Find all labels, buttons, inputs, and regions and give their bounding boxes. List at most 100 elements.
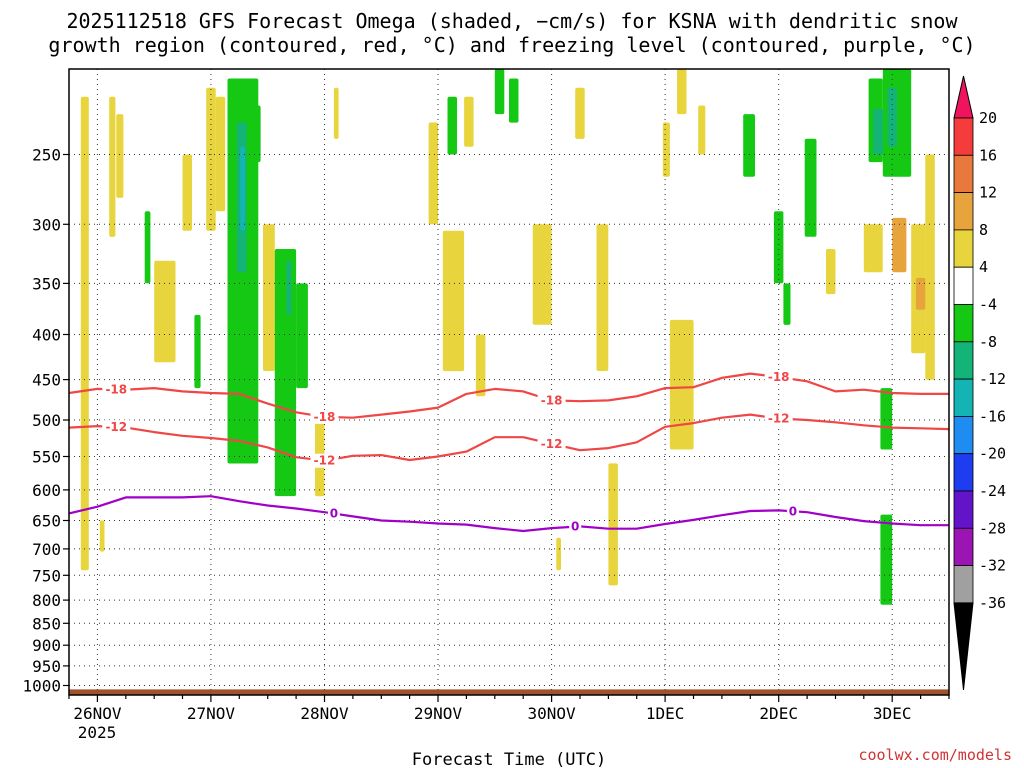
omega-region-6 xyxy=(182,154,192,231)
colorbar-bin-2 xyxy=(953,154,974,194)
omega-region-12 xyxy=(240,146,245,231)
omega-region-0 xyxy=(80,96,89,571)
omega-region-34 xyxy=(669,319,694,450)
contours: -18 -18 -18 -18 -12 -12 -12 -12 0 0 0 xyxy=(68,370,950,534)
omega-region-1 xyxy=(99,520,105,552)
contour-label--12-3: -12 xyxy=(768,412,790,426)
colorbar-label-8: -16 xyxy=(979,407,1006,425)
omega-region-41 xyxy=(826,249,836,295)
colorbar-label-13: -36 xyxy=(979,594,1006,612)
y-tick-label-700: 700 xyxy=(32,540,61,559)
contour-label-bg-0-2 xyxy=(786,504,799,519)
x-tick-label-28nov: 28NOV xyxy=(300,704,349,723)
omega-shading xyxy=(80,69,935,605)
omega-region-14 xyxy=(263,224,275,371)
omega-region-24 xyxy=(442,230,465,372)
omega-region-18 xyxy=(296,283,308,389)
contour-label--18-0: -18 xyxy=(105,383,127,397)
contour-label-bg--12-2 xyxy=(537,436,566,451)
contour-label-0-0: 0 xyxy=(330,507,338,521)
y-tick-label-550: 550 xyxy=(32,448,61,467)
colorbar-bin-3 xyxy=(953,192,974,231)
omega-region-46 xyxy=(887,87,897,147)
colorbar-label-2: 12 xyxy=(979,184,997,202)
chart-title-line-1: 2025112518 GFS Forecast Omega (shaded, −… xyxy=(66,9,958,33)
omega-region-22 xyxy=(447,96,457,155)
colorbar-label-9: -20 xyxy=(979,445,1006,463)
omega-region-16 xyxy=(286,260,292,315)
x-tick-label-26nov: 26NOV xyxy=(73,704,122,723)
contour-label--18-2: -18 xyxy=(541,393,563,407)
y-tick-label-900: 900 xyxy=(32,636,61,655)
x-tick-label-2dec: 2DEC xyxy=(759,704,798,723)
colorbar-bin-9 xyxy=(953,415,974,455)
omega-region-35 xyxy=(677,69,687,115)
contour-label-bg--18-2 xyxy=(537,393,566,408)
y-tick-label-500: 500 xyxy=(32,411,61,430)
colorbar: 20 16 12 8 4 -4 -8 -12 -16 -20 -24 -28 -32 -36 xyxy=(953,75,1006,691)
x-tick-label-3dec: 3DEC xyxy=(873,704,912,723)
omega-region-13 xyxy=(253,105,261,163)
contour-label--12-0: -12 xyxy=(105,420,127,434)
colorbar-label-4: 4 xyxy=(979,258,988,276)
omega-region-39 xyxy=(783,283,791,325)
contour-label-0-2: 0 xyxy=(789,504,797,518)
contour-label-bg--12-3 xyxy=(764,411,793,426)
x-tick-label-1dec: 1DEC xyxy=(646,704,685,723)
y-tick-label-750: 750 xyxy=(32,566,61,585)
y-tick-label-850: 850 xyxy=(32,614,61,633)
omega-region-44 xyxy=(873,109,886,155)
y-tick-label-600: 600 xyxy=(32,481,61,500)
colorbar-bin-7 xyxy=(953,341,974,380)
ground-band xyxy=(69,689,949,695)
plot-frame xyxy=(68,68,950,696)
contour-label-bg--18-0 xyxy=(102,382,131,397)
contour-label--12-2: -12 xyxy=(541,437,563,451)
contour-line-0 xyxy=(68,495,949,533)
colorbar-label-3: 8 xyxy=(979,221,988,239)
contour-line--12 xyxy=(68,413,950,462)
ground xyxy=(69,689,949,695)
x-axis: 26NOV 27NOV 28NOV 29NOV 30NOV 1DEC 2DEC 3DEC xyxy=(68,695,950,723)
contour-label-bg--12-1 xyxy=(310,453,339,468)
omega-region-4 xyxy=(144,211,151,284)
contour-label--18-1: -18 xyxy=(314,410,336,424)
colorbar-label-10: -24 xyxy=(979,482,1006,500)
colorbar-bottom-arrow xyxy=(953,602,974,691)
y-tick-label-950: 950 xyxy=(32,657,61,676)
colorbar-label-0: 20 xyxy=(979,109,997,127)
omega-region-33 xyxy=(662,122,670,177)
omega-region-23 xyxy=(464,96,474,147)
plot-area xyxy=(69,69,949,695)
contour-label--18-3: -18 xyxy=(768,370,790,384)
omega-region-25 xyxy=(475,334,486,397)
omega-region-52 xyxy=(880,514,893,605)
contour-label-0-1: 0 xyxy=(571,520,579,534)
colorbar-top-arrow xyxy=(953,75,974,119)
omega-region-36 xyxy=(698,105,706,155)
omega-region-31 xyxy=(596,224,609,371)
x-tick-label-27nov: 27NOV xyxy=(187,704,236,723)
x-year-label: 2025 xyxy=(78,723,117,742)
colorbar-bin-13 xyxy=(953,565,974,604)
colorbar-bin-11 xyxy=(953,490,974,529)
contour-label-bg--12-0 xyxy=(102,420,131,435)
omega-region-9 xyxy=(215,96,226,212)
colorbar-bin-10 xyxy=(953,453,974,492)
y-tick-label-250: 250 xyxy=(32,146,61,165)
contour-line--18 xyxy=(68,372,949,419)
y-tick-label-650: 650 xyxy=(32,512,61,531)
colorbar-label-6: -8 xyxy=(979,333,997,351)
omega-region-2 xyxy=(109,96,116,237)
omega-region-29 xyxy=(556,537,561,571)
omega-region-49 xyxy=(915,277,926,310)
colorbar-bin-1 xyxy=(953,117,974,156)
omega-region-42 xyxy=(863,224,883,273)
omega-region-50 xyxy=(925,154,935,380)
colorbar-label-7: -12 xyxy=(979,370,1006,388)
credit-text: coolwx.com/models xyxy=(858,746,1012,764)
y-tick-label-350: 350 xyxy=(32,274,61,293)
colorbar-bin-5 xyxy=(953,266,974,305)
x-tick-label-30nov: 30NOV xyxy=(528,704,577,723)
colorbar-label-5: -4 xyxy=(979,296,997,314)
